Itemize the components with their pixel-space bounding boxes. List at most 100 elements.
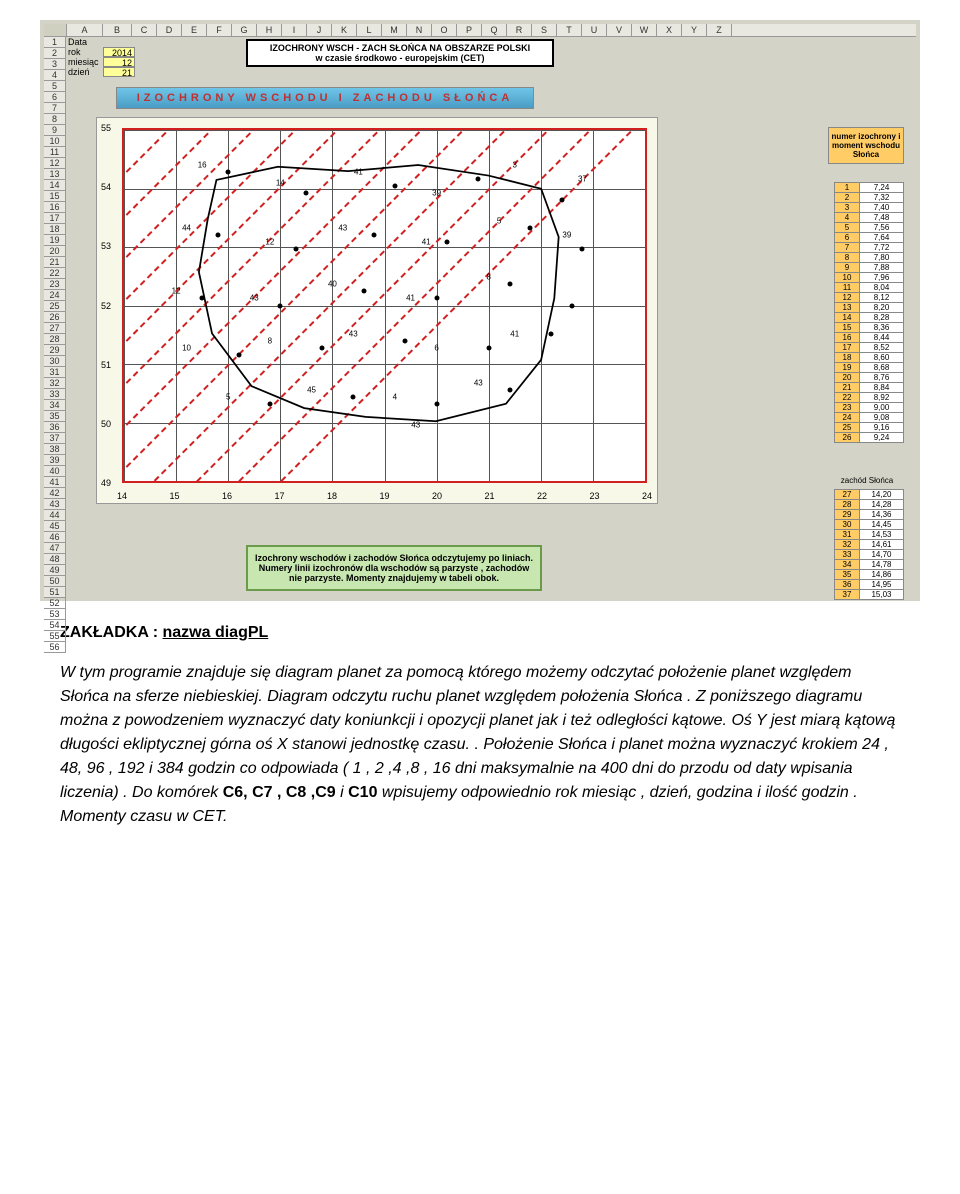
col-head-Q: Q <box>482 24 507 36</box>
input-dzień[interactable]: 21 <box>103 67 135 77</box>
row-head-46: 46 <box>44 532 66 543</box>
col-head-U: U <box>582 24 607 36</box>
input-rok[interactable]: 2014 <box>103 47 135 57</box>
row-head-6: 6 <box>44 92 66 103</box>
corner-cell <box>44 24 67 36</box>
col-head-F: F <box>207 24 232 36</box>
row-head-35: 35 <box>44 411 66 422</box>
col-head-K: K <box>332 24 357 36</box>
col-head-X: X <box>657 24 682 36</box>
row-head-14: 14 <box>44 180 66 191</box>
input-miesiąc[interactable]: 12 <box>103 57 135 67</box>
legend-table-sunrise: 17,2427,3237,4047,4857,5667,6477,7287,80… <box>834 182 904 443</box>
row-head-42: 42 <box>44 488 66 499</box>
row-head-39: 39 <box>44 455 66 466</box>
map-chart: 1614413933744124341539124340418108436415… <box>96 117 658 504</box>
row-head-40: 40 <box>44 466 66 477</box>
col-head-M: M <box>382 24 407 36</box>
row-head-43: 43 <box>44 499 66 510</box>
col-head-Y: Y <box>682 24 707 36</box>
col-head-I: I <box>282 24 307 36</box>
col-head-R: R <box>507 24 532 36</box>
row-head-8: 8 <box>44 114 66 125</box>
tab-heading: ZAKŁADKA : nazwa diagPL <box>60 621 900 645</box>
row-head-24: 24 <box>44 290 66 301</box>
row-head-36: 36 <box>44 422 66 433</box>
col-head-J: J <box>307 24 332 36</box>
heading-prefix: ZAKŁADKA : <box>60 624 163 641</box>
note-box: Izochrony wschodów i zachodów Słońca odc… <box>246 545 542 591</box>
body-text: ZAKŁADKA : nazwa diagPL W tym programie … <box>60 621 900 829</box>
col-head-V: V <box>607 24 632 36</box>
row-head-32: 32 <box>44 378 66 389</box>
row-head-49: 49 <box>44 565 66 576</box>
banner: IZOCHRONY WSCHODU I ZACHODU SŁOŃCA <box>116 87 534 109</box>
row-head-10: 10 <box>44 136 66 147</box>
col-head-B: B <box>103 24 132 36</box>
row-head-38: 38 <box>44 444 66 455</box>
row-head-26: 26 <box>44 312 66 323</box>
col-head-C: C <box>132 24 157 36</box>
col-head-N: N <box>407 24 432 36</box>
row-head-20: 20 <box>44 246 66 257</box>
row-head-45: 45 <box>44 521 66 532</box>
map-plot-area: 1614413933744124341539124340418108436415… <box>122 128 647 483</box>
row-head-18: 18 <box>44 224 66 235</box>
row-head-7: 7 <box>44 103 66 114</box>
row-head-30: 30 <box>44 356 66 367</box>
row-head-1: 1 <box>44 37 66 48</box>
col-head-P: P <box>457 24 482 36</box>
sheet-content: Datarok2014miesiąc12dzień21 IZOCHRONY WS… <box>66 37 916 597</box>
row-head-16: 16 <box>44 202 66 213</box>
row-head-13: 13 <box>44 169 66 180</box>
col-head-W: W <box>632 24 657 36</box>
row-head-33: 33 <box>44 389 66 400</box>
col-head-H: H <box>257 24 282 36</box>
col-head-Z: Z <box>707 24 732 36</box>
spreadsheet-screenshot: ABCDEFGHIJKLMNOPQRSTUVWXYZ 1 23 45 67891011… <box>40 20 920 601</box>
row-head-27: 27 <box>44 323 66 334</box>
row-head-19: 19 <box>44 235 66 246</box>
legend-table-sunset: 2714,202814,282914,363014,453114,533214,… <box>834 489 904 600</box>
title-line1: IZOCHRONY WSCH - ZACH SŁOŃCA NA OBSZARZE… <box>250 43 550 53</box>
row-head-48: 48 <box>44 554 66 565</box>
row-head-11: 11 <box>44 147 66 158</box>
row-head-56: 56 <box>44 642 66 653</box>
row-head-52: 52 <box>44 598 66 609</box>
row-head-51: 51 <box>44 587 66 598</box>
row-head-44: 44 <box>44 510 66 521</box>
row-head-23: 23 <box>44 279 66 290</box>
row-head-17: 17 <box>44 213 66 224</box>
legend-header: numer izochrony i moment wschodu Słońca <box>828 127 904 164</box>
row-head-41: 41 <box>44 477 66 488</box>
row-head-21: 21 <box>44 257 66 268</box>
row-head-12: 12 <box>44 158 66 169</box>
col-head-T: T <box>557 24 582 36</box>
col-head-S: S <box>532 24 557 36</box>
legend-separator: zachód Słońca <box>830 474 904 487</box>
row-head-28: 28 <box>44 334 66 345</box>
row-head-31: 31 <box>44 367 66 378</box>
row-head-29: 29 <box>44 345 66 356</box>
row-headers: 1234567891011121314151617181920212223242… <box>44 37 66 597</box>
column-headers: ABCDEFGHIJKLMNOPQRSTUVWXYZ <box>44 24 916 37</box>
row-head-2: 2 <box>44 48 66 59</box>
row-head-47: 47 <box>44 543 66 554</box>
row-head-22: 22 <box>44 268 66 279</box>
input-data-cells: Datarok2014miesiąc12dzień21 <box>66 37 135 77</box>
row-head-4: 4 <box>44 70 66 81</box>
row-head-54: 54 <box>44 620 66 631</box>
row-head-9: 9 <box>44 125 66 136</box>
chart-title-box: IZOCHRONY WSCH - ZACH SŁOŃCA NA OBSZARZE… <box>246 39 554 67</box>
row-head-50: 50 <box>44 576 66 587</box>
title-line2: w czasie środkowo - europejskim (CET) <box>250 53 550 63</box>
col-head-O: O <box>432 24 457 36</box>
row-head-55: 55 <box>44 631 66 642</box>
row-head-34: 34 <box>44 400 66 411</box>
row-head-37: 37 <box>44 433 66 444</box>
col-head-L: L <box>357 24 382 36</box>
row-head-25: 25 <box>44 301 66 312</box>
col-head-E: E <box>182 24 207 36</box>
heading-name: nazwa diagPL <box>163 624 269 641</box>
col-head-A: A <box>67 24 103 36</box>
